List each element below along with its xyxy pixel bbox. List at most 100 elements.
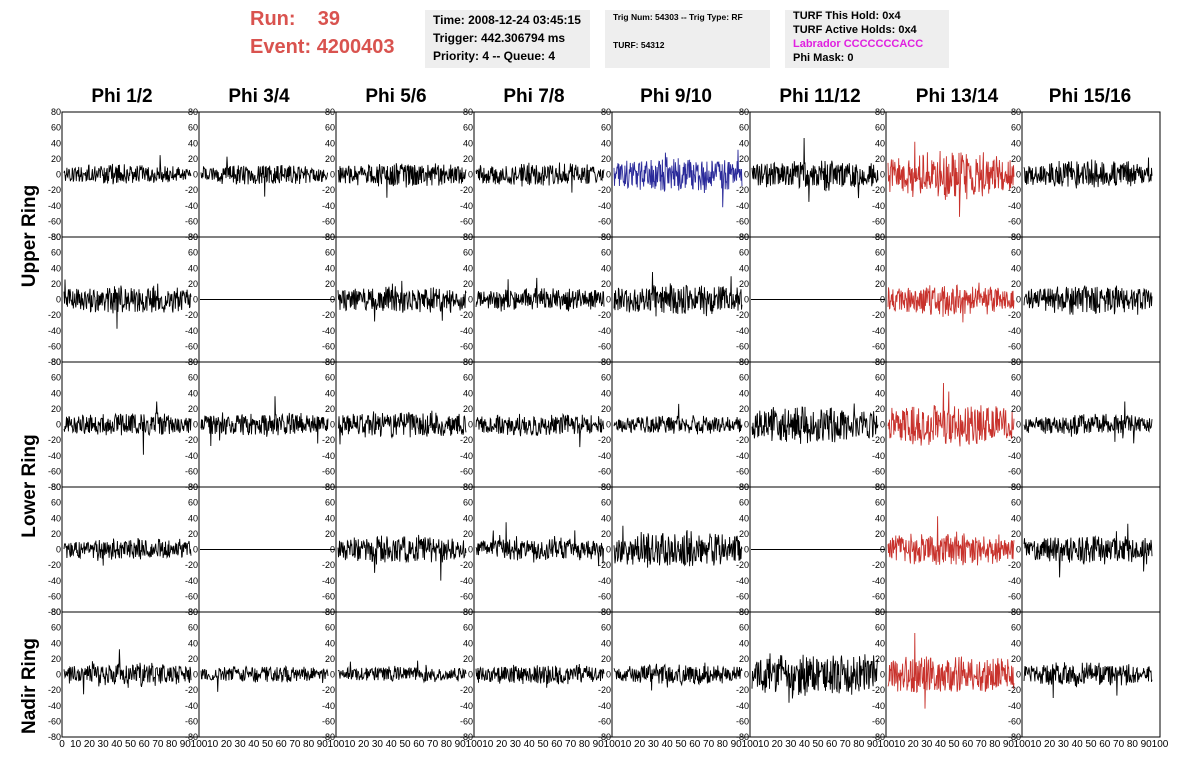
y-tick-label-r2-c3-5: -20 [460, 435, 473, 445]
x-tick-label-c2-7: 70 [427, 739, 439, 750]
y-tick-label-r3-c3-7: -60 [460, 591, 473, 601]
y-tick-label-r1-c4-6: -40 [598, 326, 611, 336]
y-tick-label-r4-c7-8: -80 [1008, 732, 1021, 742]
x-tick-label-c3-7: 70 [565, 739, 577, 750]
y-tick-label-r0-c1-3: 20 [188, 154, 198, 164]
y-tick-label-r2-c7-7: -60 [1008, 466, 1021, 476]
y-tick-label-r3-c4-3: 20 [601, 529, 611, 539]
x-tick-label-c1-9: 90 [317, 739, 329, 750]
y-tick-label-r0-c0-7: -60 [48, 216, 61, 226]
y-tick-label-r4-c0-4: 0 [56, 670, 61, 680]
y-tick-label-r1-c0-4: 0 [56, 295, 61, 305]
y-tick-label-r2-c2-2: 40 [325, 388, 335, 398]
x-tick-label-c2-3: 30 [372, 739, 384, 750]
x-tick-label-c6-7: 70 [976, 739, 988, 750]
y-tick-label-r3-c1-6: -40 [185, 576, 198, 586]
y-tick-label-r3-c7-8: -80 [1008, 607, 1021, 617]
y-tick-label-r1-c7-6: -40 [1008, 326, 1021, 336]
x-tick-label-c7-3: 30 [1058, 739, 1070, 750]
x-tick-label-c7-9: 90 [1141, 739, 1153, 750]
y-tick-label-r0-c7-5: -20 [1008, 185, 1021, 195]
y-tick-label-r1-c5-2: 40 [739, 263, 749, 273]
y-tick-label-r2-c1-5: -20 [185, 435, 198, 445]
y-tick-label-r4-c2-3: 20 [325, 654, 335, 664]
y-tick-label-r3-c4-1: 60 [601, 498, 611, 508]
panel-r3-c7-waveform [1023, 523, 1153, 578]
panel-r1-c0-waveform [63, 279, 192, 329]
col-title-phi-15-16: Phi 15/16 [1048, 86, 1132, 107]
y-tick-label-r1-c4-1: 60 [601, 248, 611, 258]
y-tick-label-r0-c2-7: -60 [322, 216, 335, 226]
y-tick-label-r4-c0-6: -40 [48, 701, 61, 711]
y-tick-label-r2-c3-4: 0 [468, 420, 473, 430]
y-tick-label-r4-c7-0: 80 [1011, 607, 1021, 617]
y-tick-label-r1-c2-1: 60 [325, 248, 335, 258]
y-tick-label-r2-c7-4: 0 [1016, 420, 1021, 430]
y-tick-label-r0-c3-8: -80 [460, 232, 473, 242]
x-tick-label-c0-9: 90 [180, 739, 192, 750]
y-tick-label-r4-c5-5: -20 [736, 685, 749, 695]
y-tick-label-r0-c1-4: 0 [193, 170, 198, 180]
y-tick-label-r3-c4-0: 80 [601, 482, 611, 492]
x-tick-label-c2-9: 90 [455, 739, 467, 750]
x-tick-label-c5-5: 50 [812, 739, 824, 750]
x-tick-label-c4-8: 80 [717, 739, 729, 750]
y-tick-label-r1-c0-1: 60 [51, 248, 61, 258]
x-tick-label-c5-8: 80 [853, 739, 865, 750]
panel-r0-c3-waveform [475, 162, 605, 193]
y-tick-label-r0-c2-2: 40 [325, 138, 335, 148]
y-tick-label-r4-c2-6: -40 [322, 701, 335, 711]
y-tick-label-r3-c6-8: -80 [872, 607, 885, 617]
y-tick-label-r3-c5-5: -20 [736, 560, 749, 570]
y-tick-label-r4-c2-2: 40 [325, 638, 335, 648]
y-tick-label-r0-c7-7: -60 [1008, 216, 1021, 226]
time-line: Time: 2008-12-24 03:45:15 [433, 13, 581, 27]
x-tick-label-c7-10: 100 [1152, 739, 1169, 750]
y-tick-label-r1-c6-8: -80 [872, 357, 885, 367]
y-tick-label-r3-c2-2: 40 [325, 513, 335, 523]
y-tick-label-r2-c4-2: 40 [601, 388, 611, 398]
y-tick-label-r0-c7-6: -40 [1008, 201, 1021, 211]
y-tick-label-r2-c4-8: -80 [598, 482, 611, 492]
y-tick-label-r0-c6-5: -20 [872, 185, 885, 195]
y-tick-label-r2-c6-6: -40 [872, 451, 885, 461]
y-tick-label-r0-c2-3: 20 [325, 154, 335, 164]
x-tick-label-c7-2: 20 [1044, 739, 1056, 750]
x-tick-label-c4-6: 60 [689, 739, 701, 750]
y-tick-label-r3-c2-7: -60 [322, 591, 335, 601]
y-tick-label-r0-c3-5: -20 [460, 185, 473, 195]
y-tick-label-r4-c1-3: 20 [188, 654, 198, 664]
y-tick-label-r1-c1-1: 60 [188, 248, 198, 258]
x-tick-label-c1-1: 10 [207, 739, 219, 750]
y-tick-label-r0-c6-2: 40 [875, 138, 885, 148]
y-tick-label-r0-c1-2: 40 [188, 138, 198, 148]
y-tick-label-r0-c4-5: -20 [598, 185, 611, 195]
y-tick-label-r1-c5-0: 80 [739, 232, 749, 242]
y-tick-label-r2-c7-3: 20 [1011, 404, 1021, 414]
x-tick-label-c3-5: 50 [537, 739, 549, 750]
panel-r4-c0-waveform [63, 649, 192, 695]
y-tick-label-r3-c0-1: 60 [51, 498, 61, 508]
y-tick-label-r3-c0-7: -60 [48, 591, 61, 601]
y-tick-label-r4-c7-1: 60 [1011, 623, 1021, 633]
y-tick-label-r4-c0-8: -80 [48, 732, 61, 742]
y-tick-label-r0-c5-0: 80 [739, 107, 749, 117]
x-tick-label-c3-4: 40 [524, 739, 536, 750]
y-tick-label-r2-c1-3: 20 [188, 404, 198, 414]
x-tick-label-c2-10: 100 [466, 739, 483, 750]
x-tick-label-c0-6: 60 [139, 739, 151, 750]
y-tick-label-r4-c6-3: 20 [875, 654, 885, 664]
y-tick-label-r2-c7-5: -20 [1008, 435, 1021, 445]
y-tick-label-r2-c5-7: -60 [736, 466, 749, 476]
y-tick-label-r1-c4-5: -20 [598, 310, 611, 320]
x-tick-label-c0-1: 10 [70, 739, 82, 750]
panel-r0-c7-waveform [1023, 157, 1153, 189]
y-tick-label-r2-c3-0: 80 [463, 357, 473, 367]
y-tick-label-r3-c7-7: -60 [1008, 591, 1021, 601]
y-tick-label-r3-c5-8: -80 [736, 607, 749, 617]
y-tick-label-r2-c0-0: 80 [51, 357, 61, 367]
x-tick-label-c1-5: 50 [262, 739, 274, 750]
turf-info-box: TURF This Hold: 0x4 TURF Active Holds: 0… [785, 10, 949, 68]
y-tick-label-r4-c5-6: -40 [736, 701, 749, 711]
